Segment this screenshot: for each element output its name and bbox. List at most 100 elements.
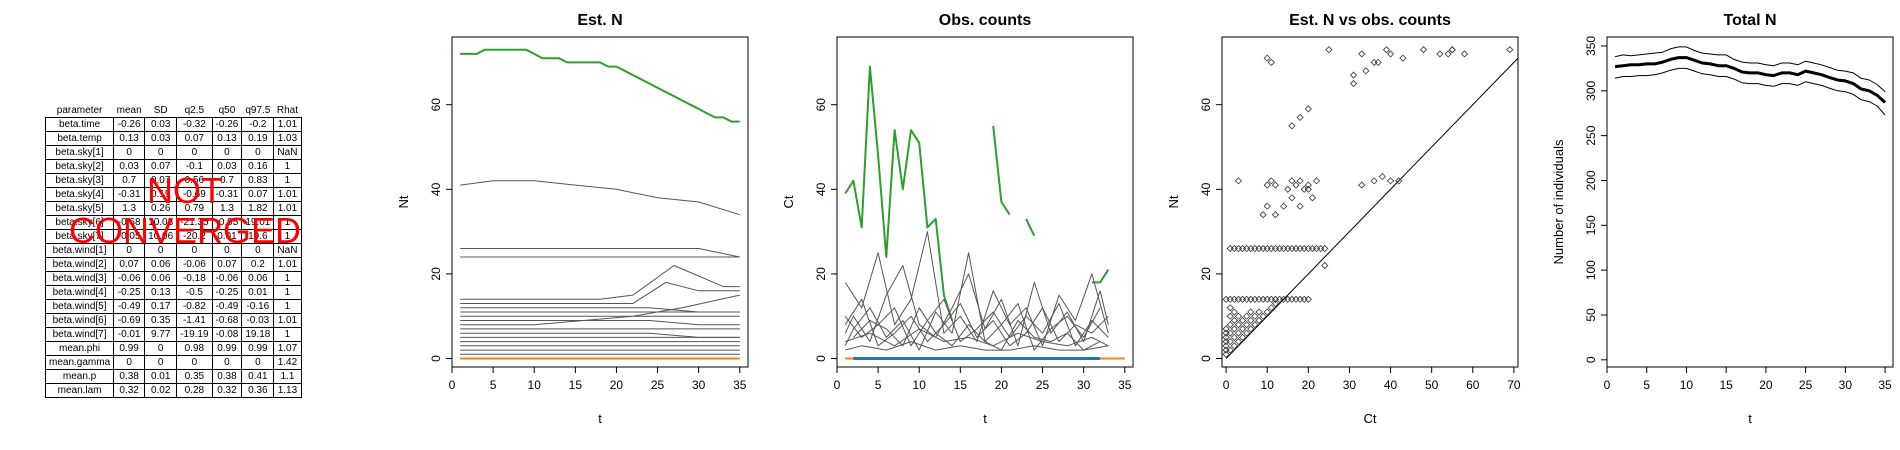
table-row: beta.wind[3] -0.06 0.06 -0.18 -0.06 0.06 1 bbox=[44, 271, 302, 286]
data-point bbox=[1222, 342, 1230, 350]
value-cell: 1 bbox=[273, 229, 302, 244]
value-cell: 0 bbox=[113, 145, 146, 160]
x-tick-label: 5 bbox=[490, 378, 497, 392]
series-line bbox=[845, 341, 1109, 351]
value-cell: 0.13 bbox=[113, 131, 146, 146]
table-row: beta.sky[5] 1.3 0.26 0.79 1.3 1.82 1.01 bbox=[44, 201, 302, 216]
value-cell: 10.03 bbox=[144, 215, 178, 230]
value-cell: 19.18 bbox=[241, 327, 275, 342]
value-cell: 0 bbox=[144, 243, 178, 258]
value-cell: 0 bbox=[176, 243, 213, 258]
parameter-name-cell: beta.time bbox=[44, 117, 115, 132]
value-cell: 1.03 bbox=[273, 131, 302, 146]
table-row: beta.wind[2] 0.07 0.06 -0.06 0.07 0.2 1.01 bbox=[44, 257, 302, 272]
series-line bbox=[460, 294, 740, 326]
x-axis-label: t bbox=[598, 411, 602, 426]
est-n-vs-obs-plot: Est. N vs obs. counts 0 10 20 30 40 50 60 70 0 20 4… bbox=[1166, 12, 1521, 426]
value-cell: 10.06 bbox=[144, 229, 178, 244]
data-point bbox=[1263, 295, 1271, 303]
parameter-name-cell: mean.gamma bbox=[44, 355, 115, 370]
value-cell: 0.38 bbox=[113, 369, 146, 384]
x-tick-label: 0 bbox=[834, 378, 841, 392]
data-point bbox=[1288, 295, 1296, 303]
data-point bbox=[1234, 338, 1243, 346]
table-row: beta.sky[3] 0.7 0.07 0.56 0.7 0.83 1 bbox=[44, 173, 302, 188]
data-point bbox=[1247, 325, 1255, 333]
column-header: q50 bbox=[218, 104, 236, 116]
value-cell: 1.01 bbox=[273, 187, 302, 202]
value-cell: 1.42 bbox=[273, 355, 302, 370]
series-line bbox=[460, 307, 740, 313]
data-point bbox=[1370, 58, 1378, 66]
data-point bbox=[1308, 194, 1317, 202]
value-cell: 19.6 bbox=[241, 229, 275, 244]
value-cell: 0 bbox=[176, 355, 213, 370]
series-line bbox=[1025, 218, 1036, 237]
value-cell: 0 bbox=[113, 243, 146, 258]
x-tick-label: 30 bbox=[1077, 378, 1091, 392]
identity-line bbox=[1225, 57, 1519, 359]
data-point bbox=[1271, 181, 1280, 189]
value-cell: -0.08 bbox=[211, 327, 243, 342]
plot-area bbox=[1222, 46, 1519, 359]
value-cell: 0.83 bbox=[241, 173, 275, 188]
value-cell: 1.01 bbox=[273, 201, 302, 216]
y-axis-label: Nt bbox=[396, 195, 411, 208]
value-cell: -19.19 bbox=[176, 327, 213, 342]
y-tick-label: 40 bbox=[1199, 182, 1213, 196]
column-header: q2.5 bbox=[184, 104, 205, 116]
data-point bbox=[1267, 295, 1275, 303]
value-cell: -0.2 bbox=[241, 117, 275, 132]
y-tick-label: 50 bbox=[1584, 308, 1598, 322]
data-point bbox=[1234, 295, 1243, 303]
column-header: q97.5 bbox=[245, 104, 271, 116]
series-line bbox=[1614, 67, 1886, 116]
data-point bbox=[1304, 105, 1312, 113]
x-tick-label: 0 bbox=[1223, 378, 1230, 392]
series-line bbox=[460, 180, 740, 216]
x-axis-label: t bbox=[1748, 411, 1752, 426]
column-header: SD bbox=[153, 104, 168, 116]
data-point bbox=[1370, 177, 1378, 185]
value-cell: 1.01 bbox=[273, 257, 302, 272]
x-tick-label: 25 bbox=[1799, 378, 1813, 392]
data-point bbox=[1362, 67, 1370, 75]
value-cell: -0.18 bbox=[176, 271, 213, 286]
data-point bbox=[1304, 295, 1312, 303]
plot-title: Obs. counts bbox=[939, 12, 1032, 29]
x-tick-label: 10 bbox=[528, 378, 542, 392]
column-header: Rhat bbox=[276, 104, 298, 116]
data-point bbox=[1226, 321, 1234, 329]
x-tick-label: 35 bbox=[1118, 378, 1132, 392]
table-row: beta.sky[2] 0.03 0.07 -0.1 0.03 0.16 1 bbox=[44, 159, 302, 174]
data-point bbox=[1312, 177, 1321, 185]
parameter-name-cell: beta.wind[6] bbox=[44, 313, 115, 328]
parameter-name-cell: beta.sky[7] bbox=[44, 229, 115, 244]
data-point bbox=[1304, 185, 1312, 193]
data-point bbox=[1506, 46, 1514, 54]
value-cell: 0.38 bbox=[211, 369, 243, 384]
y-tick-label: 250 bbox=[1584, 125, 1598, 145]
value-cell: 0.28 bbox=[176, 383, 213, 398]
value-cell: -0.5 bbox=[176, 285, 213, 300]
plot-title: Est. N vs obs. counts bbox=[1289, 12, 1451, 29]
data-point bbox=[1288, 194, 1296, 202]
value-cell: 0.07 bbox=[176, 131, 213, 146]
value-cell: -0.31 bbox=[211, 187, 243, 202]
data-point bbox=[1230, 295, 1238, 303]
parameter-name-cell: beta.sky[2] bbox=[44, 159, 115, 174]
data-point bbox=[1292, 244, 1300, 253]
data-point bbox=[1296, 113, 1304, 121]
data-point bbox=[1222, 333, 1230, 341]
x-tick-label: 30 bbox=[692, 378, 706, 392]
series-line bbox=[853, 307, 1101, 351]
data-point bbox=[1267, 177, 1275, 185]
x-axis-label: Ct bbox=[1364, 411, 1377, 426]
value-cell: 0.07 bbox=[113, 257, 146, 272]
data-point bbox=[1255, 308, 1263, 316]
data-point bbox=[1243, 329, 1251, 337]
x-tick-label: 5 bbox=[1643, 378, 1650, 392]
data-point bbox=[1226, 244, 1234, 253]
table-row: mean.p 0.38 0.01 0.35 0.38 0.41 1.1 bbox=[44, 369, 302, 384]
value-cell: -0.05 bbox=[113, 229, 146, 244]
